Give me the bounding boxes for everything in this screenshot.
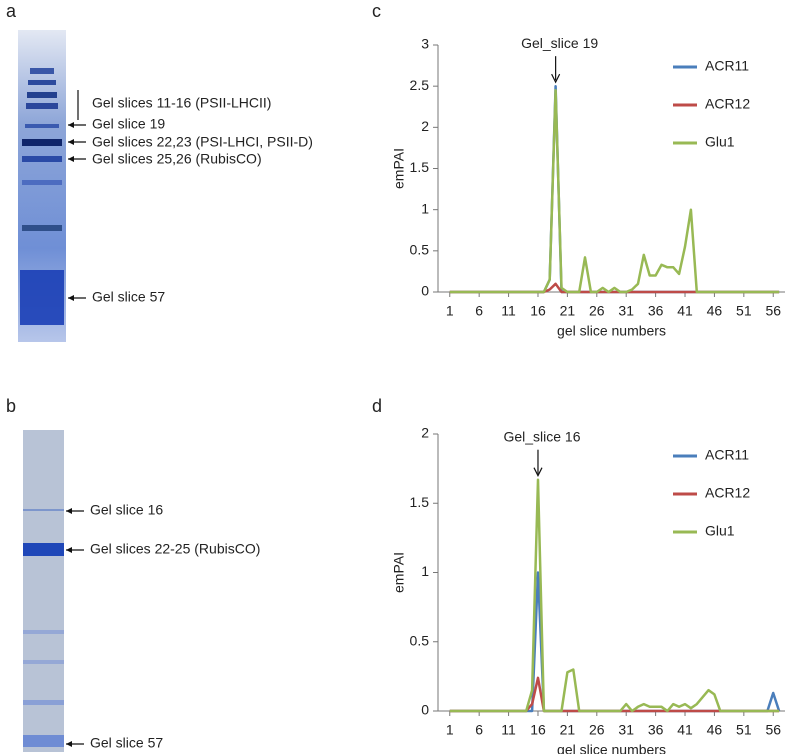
x-axis-title: gel slice numbers (557, 323, 666, 339)
x-tick-label: 31 (618, 722, 634, 738)
x-tick-label: 1 (446, 303, 454, 319)
panel-label: c (372, 1, 381, 21)
x-tick-label: 36 (648, 303, 664, 319)
y-tick-label: 1 (421, 200, 429, 216)
y-tick-label: 1.5 (410, 494, 430, 510)
y-tick-label: 2 (421, 425, 429, 441)
x-tick-label: 36 (648, 722, 664, 738)
series-line (449, 89, 780, 294)
gel-a (18, 30, 66, 342)
y-tick-label: 3 (421, 36, 429, 52)
y-axis-title: emPAI (391, 148, 407, 189)
gel-annotation: Gel slice 19 (92, 116, 165, 132)
x-tick-label: 6 (475, 722, 483, 738)
gel-annotation: Gel slices 22,23 (PSI-LHCI, PSII-D) (92, 134, 313, 150)
x-tick-label: 16 (530, 303, 546, 319)
x-tick-label: 31 (618, 303, 634, 319)
gel-annotation: Gel slices 25,26 (RubisCO) (92, 151, 262, 167)
gel-annotation: Gel slice 57 (92, 289, 165, 305)
y-axis-title: emPAI (391, 552, 407, 593)
legend-label: ACR11 (705, 447, 749, 463)
x-tick-label: 46 (707, 303, 723, 319)
gel-annotation: Gel slice 57 (90, 735, 163, 751)
y-tick-label: 2.5 (410, 77, 430, 93)
legend-label: ACR12 (705, 96, 750, 112)
legend-label: Glu1 (705, 523, 735, 539)
x-tick-label: 56 (765, 722, 781, 738)
series-line (449, 84, 780, 294)
legend-label: ACR11 (705, 58, 749, 74)
y-tick-label: 0 (421, 702, 429, 718)
x-tick-label: 21 (560, 722, 576, 738)
x-tick-label: 11 (501, 303, 516, 319)
y-tick-label: 0.5 (410, 242, 430, 258)
annotation: Gel_slice 19 (521, 35, 598, 51)
y-tick-label: 0.5 (410, 632, 430, 648)
series-line (449, 571, 781, 713)
x-tick-label: 51 (736, 303, 752, 319)
panel-label: a (6, 1, 17, 21)
x-tick-label: 1 (446, 722, 454, 738)
y-tick-label: 1.5 (410, 159, 430, 175)
x-tick-label: 11 (501, 722, 516, 738)
gel-b-annotations: Gel slice 16 Gel slices 22-25 (RubisCO) … (66, 502, 260, 751)
x-tick-label: 6 (475, 303, 483, 319)
y-tick-label: 1 (421, 563, 429, 579)
x-tick-label: 16 (530, 722, 546, 738)
x-tick-label: 21 (560, 303, 576, 319)
y-tick-label: 2 (421, 118, 429, 134)
gel-b (23, 430, 64, 752)
gel-annotation: Gel slices 22-25 (RubisCO) (90, 541, 260, 557)
x-axis-title: gel slice numbers (557, 742, 666, 754)
panel-label: b (6, 396, 16, 416)
panel-label: d (372, 396, 382, 416)
series-line (449, 478, 780, 713)
x-tick-label: 46 (707, 722, 723, 738)
x-tick-label: 41 (677, 722, 693, 738)
legend-label: Glu1 (705, 134, 735, 150)
x-tick-label: 26 (589, 722, 605, 738)
annotation-arrowhead (533, 467, 543, 478)
annotation: Gel_slice 16 (503, 428, 580, 444)
y-tick-label: 0 (421, 283, 429, 299)
gel-annotation: Gel slices 11-16 (PSII-LHCII) (92, 95, 271, 111)
annotation-arrowhead (551, 73, 561, 84)
series-line (449, 676, 780, 713)
x-tick-label: 26 (589, 303, 605, 319)
gel-annotation: Gel slice 16 (90, 502, 163, 518)
legend-label: ACR12 (705, 485, 750, 501)
gel-a-annotations: Gel slices 11-16 (PSII-LHCII) Gel slice … (68, 90, 313, 305)
x-tick-label: 41 (677, 303, 693, 319)
x-tick-label: 51 (736, 722, 752, 738)
x-tick-label: 56 (765, 303, 781, 319)
